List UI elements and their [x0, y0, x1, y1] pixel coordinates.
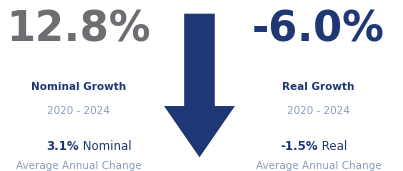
Text: Average Annual Change: Average Annual Change	[16, 161, 141, 171]
Text: -6.0%: -6.0%	[252, 9, 385, 51]
Polygon shape	[164, 14, 235, 157]
Text: 3.1%: 3.1%	[46, 140, 79, 153]
Text: 12.8%: 12.8%	[6, 9, 151, 51]
Text: Average Annual Change: Average Annual Change	[256, 161, 381, 171]
Text: 2020 - 2024: 2020 - 2024	[287, 106, 350, 116]
Text: 2020 - 2024: 2020 - 2024	[47, 106, 110, 116]
Text: Real: Real	[318, 140, 348, 153]
Text: -1.5%: -1.5%	[281, 140, 318, 153]
Text: Real Growth: Real Growth	[282, 82, 355, 92]
Text: Nominal Growth: Nominal Growth	[31, 82, 126, 92]
Text: Nominal: Nominal	[79, 140, 131, 153]
